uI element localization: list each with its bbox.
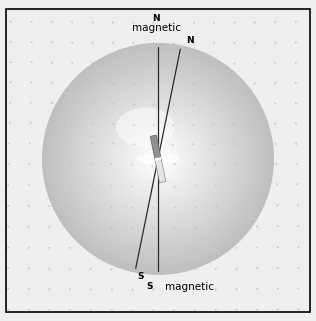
Circle shape (139, 140, 177, 178)
Circle shape (145, 146, 171, 172)
Circle shape (97, 98, 219, 220)
Circle shape (69, 70, 247, 248)
Ellipse shape (117, 108, 174, 146)
Circle shape (74, 75, 242, 243)
Circle shape (93, 94, 223, 224)
Circle shape (122, 123, 194, 195)
Circle shape (125, 126, 191, 192)
Circle shape (152, 153, 164, 165)
Circle shape (90, 91, 226, 227)
Circle shape (148, 149, 168, 169)
Circle shape (131, 132, 185, 186)
Circle shape (58, 59, 258, 258)
Circle shape (77, 78, 239, 240)
Circle shape (83, 84, 233, 234)
Circle shape (116, 117, 200, 201)
Circle shape (149, 150, 167, 168)
Circle shape (138, 139, 178, 179)
Circle shape (48, 49, 268, 268)
Circle shape (71, 73, 245, 246)
Circle shape (44, 45, 272, 273)
Text: magnetic: magnetic (132, 22, 181, 32)
Circle shape (137, 137, 179, 180)
Circle shape (47, 48, 269, 270)
Circle shape (135, 136, 181, 182)
Circle shape (80, 81, 236, 237)
Circle shape (100, 101, 216, 217)
Polygon shape (155, 157, 161, 161)
Circle shape (46, 47, 270, 271)
Polygon shape (150, 135, 161, 160)
Circle shape (133, 134, 183, 183)
Circle shape (155, 156, 161, 162)
Circle shape (143, 144, 173, 173)
Circle shape (112, 113, 204, 205)
Circle shape (79, 80, 237, 238)
Circle shape (102, 103, 214, 215)
Circle shape (119, 120, 197, 198)
Circle shape (141, 142, 175, 176)
Text: N: N (186, 36, 194, 45)
Circle shape (70, 71, 246, 247)
Circle shape (56, 56, 260, 261)
Circle shape (76, 77, 240, 241)
Circle shape (73, 74, 243, 244)
Circle shape (113, 114, 203, 204)
Circle shape (87, 88, 229, 230)
Circle shape (63, 64, 253, 254)
Text: S: S (137, 272, 144, 281)
Circle shape (99, 100, 217, 218)
Ellipse shape (138, 154, 178, 163)
Circle shape (123, 124, 192, 194)
Circle shape (43, 44, 273, 274)
Circle shape (156, 158, 160, 160)
Circle shape (89, 90, 227, 228)
Circle shape (142, 143, 174, 175)
Circle shape (61, 62, 255, 256)
Circle shape (66, 67, 250, 251)
Circle shape (126, 127, 190, 191)
Circle shape (110, 111, 206, 206)
Circle shape (132, 133, 184, 185)
Circle shape (107, 108, 209, 209)
Circle shape (92, 92, 224, 225)
Circle shape (128, 129, 188, 189)
Text: N: N (153, 14, 160, 23)
Circle shape (146, 147, 169, 170)
Circle shape (94, 95, 222, 222)
Circle shape (57, 58, 259, 260)
Circle shape (129, 130, 187, 188)
Circle shape (96, 97, 220, 221)
Circle shape (154, 155, 162, 163)
Text: magnetic: magnetic (165, 282, 214, 292)
Circle shape (105, 106, 211, 212)
Circle shape (118, 118, 198, 199)
Circle shape (64, 65, 252, 253)
Circle shape (50, 51, 266, 267)
Circle shape (103, 104, 213, 214)
Circle shape (106, 107, 210, 211)
Circle shape (115, 116, 201, 202)
Text: S: S (147, 282, 153, 291)
Circle shape (67, 68, 249, 250)
Circle shape (51, 52, 265, 265)
Circle shape (151, 152, 165, 166)
Circle shape (84, 85, 232, 232)
Circle shape (109, 110, 207, 208)
Circle shape (82, 82, 234, 235)
Circle shape (53, 54, 263, 264)
Circle shape (54, 55, 262, 263)
Circle shape (120, 121, 196, 196)
Circle shape (86, 87, 230, 231)
Circle shape (60, 61, 256, 257)
Polygon shape (155, 158, 166, 183)
